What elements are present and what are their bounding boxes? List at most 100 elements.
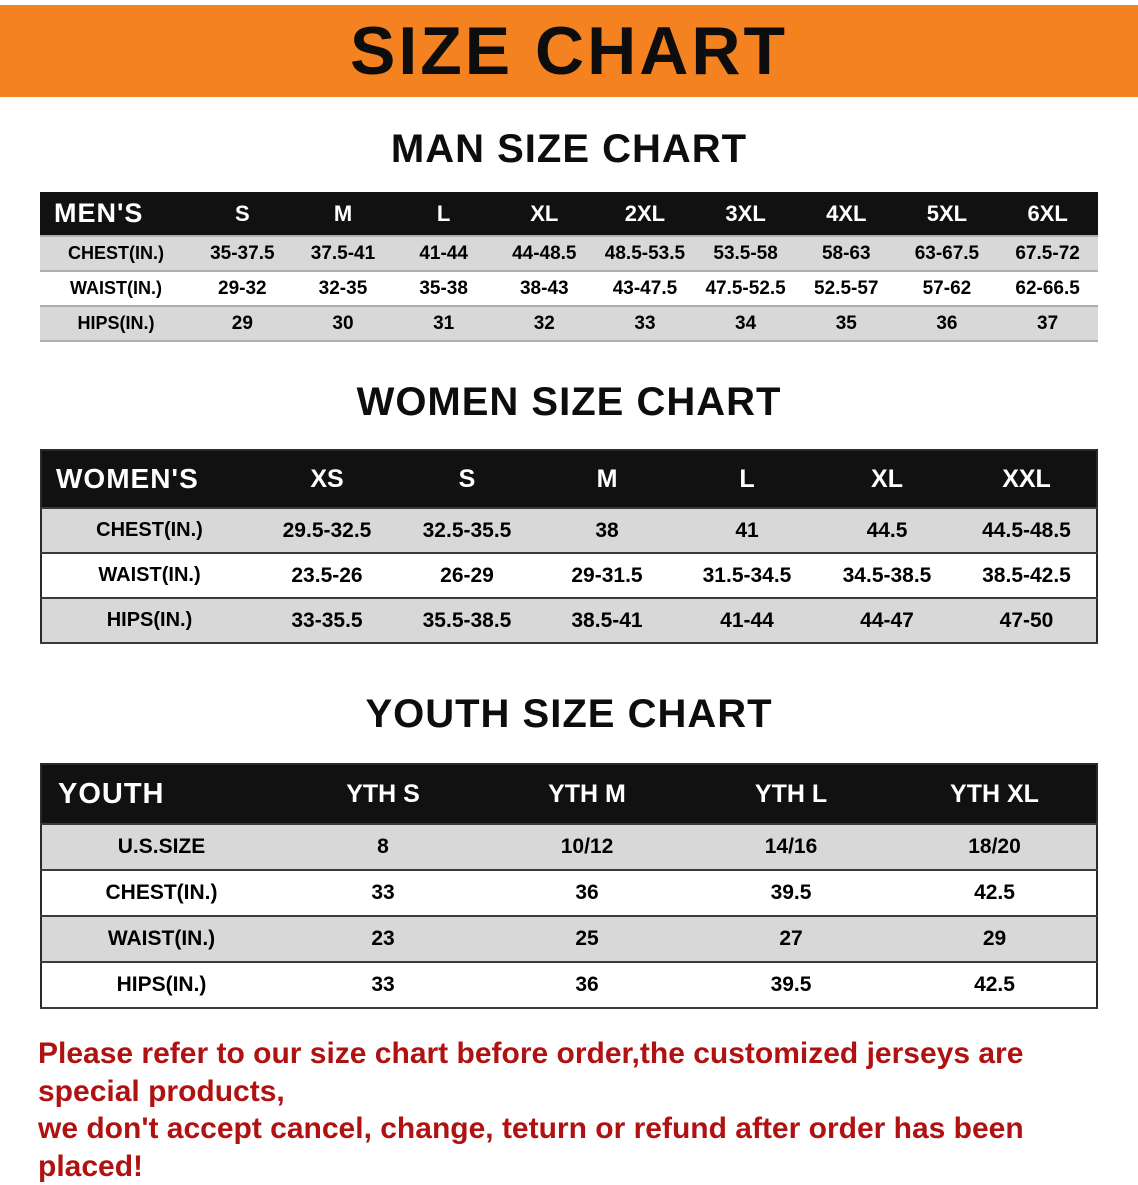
size-cell: 33-35.5 (291, 608, 363, 632)
size-cell: 42.5 (974, 973, 1015, 996)
women-section-heading: WOMEN SIZE CHART (356, 380, 782, 424)
size-cell: 35 (835, 312, 857, 334)
women-col-header: XS (257, 450, 397, 508)
youth-row-chest: CHEST(IN.) 33 36 39.5 42.5 (41, 870, 1097, 916)
size-cell: 57-62 (922, 277, 972, 299)
men-size-table: MEN'S S M L XL 2XL 3XL 4XL 5XL 6XL CHEST… (40, 192, 1098, 342)
men-row-chest: CHEST(IN.) 35-37.5 37.5-41 41-44 44-48.5… (40, 236, 1098, 271)
row-label: CHEST(IN.) (105, 881, 218, 904)
row-label: U.S.SIZE (117, 835, 206, 858)
youth-table-corner-label: YOUTH (41, 764, 281, 824)
men-col-header: S (192, 192, 293, 236)
size-cell: 47.5-52.5 (705, 277, 786, 299)
youth-col-header: YTH XL (893, 764, 1097, 824)
size-cell: 38 (595, 518, 619, 542)
row-label: HIPS(IN.) (106, 609, 193, 631)
size-cell: 39.5 (770, 881, 812, 904)
size-cell: 36 (936, 312, 958, 334)
size-cell: 32-35 (318, 277, 368, 299)
row-label: WAIST(IN.) (107, 927, 216, 950)
size-cell: 39.5 (770, 973, 812, 996)
women-row-waist: WAIST(IN.) 23.5-26 26-29 29-31.5 31.5-34… (41, 553, 1097, 598)
size-cell: 42.5 (974, 881, 1015, 904)
size-cell: 38-43 (519, 277, 569, 299)
size-cell: 33 (371, 973, 395, 996)
women-size-table: WOMEN'S XS S M L XL XXL CHEST(IN.) 29.5-… (40, 449, 1098, 644)
row-label: CHEST(IN.) (68, 243, 164, 263)
row-label: HIPS(IN.) (116, 973, 207, 996)
women-col-header: XL (817, 450, 957, 508)
size-cell: 63-67.5 (914, 242, 980, 264)
youth-section: YOUTH SIZE CHART YOUTH YTH S YTH M YTH L… (0, 692, 1138, 1009)
women-col-header: S (397, 450, 537, 508)
youth-size-table: YOUTH YTH S YTH M YTH L YTH XL U.S.SIZE … (40, 763, 1098, 1009)
youth-col-header: YTH S (281, 764, 485, 824)
men-col-header: 5XL (896, 192, 998, 236)
size-cell: 18/20 (968, 835, 1021, 858)
size-cell: 30 (332, 312, 354, 334)
men-col-header: 4XL (795, 192, 897, 236)
size-cell: 32.5-35.5 (422, 518, 512, 542)
row-label: HIPS(IN.) (77, 313, 155, 333)
size-cell: 29-31.5 (571, 563, 643, 587)
men-col-header: L (393, 192, 494, 236)
size-cell: 34.5-38.5 (842, 563, 932, 587)
youth-row-ussize: U.S.SIZE 8 10/12 14/16 18/20 (41, 824, 1097, 870)
men-table-header: MEN'S S M L XL 2XL 3XL 4XL 5XL 6XL (40, 192, 1098, 236)
size-cell: 29.5-32.5 (282, 518, 372, 542)
men-col-header: M (292, 192, 394, 236)
size-cell: 44.5 (866, 518, 908, 542)
size-cell: 23.5-26 (291, 563, 363, 587)
women-table-header: WOMEN'S XS S M L XL XXL (41, 450, 1097, 508)
size-cell: 14/16 (764, 835, 818, 858)
size-cell: 58-63 (821, 242, 871, 264)
size-cell: 33 (634, 312, 656, 334)
footer-notice: Please refer to our size chart before or… (0, 1035, 1138, 1185)
size-cell: 31 (433, 312, 455, 334)
men-row-waist: WAIST(IN.) 29-32 32-35 35-38 38-43 43-47… (40, 271, 1098, 306)
women-col-header: M (537, 450, 677, 508)
youth-table-header: YOUTH YTH S YTH M YTH L YTH XL (41, 764, 1097, 824)
size-cell: 8 (377, 835, 389, 858)
size-cell: 44.5-48.5 (982, 518, 1071, 542)
size-chart-page: SIZE CHART MAN SIZE CHART MEN'S S M L XL… (0, 5, 1138, 1185)
size-cell: 48.5-53.5 (604, 242, 686, 264)
size-cell: 31.5-34.5 (702, 563, 792, 587)
size-cell: 37 (1037, 312, 1059, 334)
men-section: MAN SIZE CHART MEN'S S M L XL 2XL 3XL 4X… (0, 127, 1138, 342)
youth-header-row: YOUTH YTH S YTH M YTH L YTH XL (41, 764, 1097, 824)
row-label: WAIST(IN.) (70, 278, 162, 298)
men-header-row: MEN'S S M L XL 2XL 3XL 4XL 5XL 6XL (40, 192, 1098, 236)
youth-row-waist: WAIST(IN.) 23 25 27 29 (41, 916, 1097, 962)
size-cell: 52.5-57 (814, 277, 879, 299)
size-cell: 53.5-58 (713, 242, 778, 264)
size-cell: 35-38 (419, 277, 468, 299)
men-col-header: 3XL (695, 192, 796, 236)
women-row-chest: CHEST(IN.) 29.5-32.5 32.5-35.5 38 41 44.… (41, 508, 1097, 553)
size-cell: 34 (735, 312, 757, 334)
women-col-header: L (677, 450, 817, 508)
women-col-header: XXL (957, 450, 1097, 508)
women-header-row: WOMEN'S XS S M L XL XXL (41, 450, 1097, 508)
size-cell: 37.5-41 (310, 242, 376, 264)
size-cell: 44-47 (860, 608, 914, 632)
men-table-corner-label: MEN'S (40, 192, 192, 236)
size-cell: 41 (735, 518, 759, 542)
men-col-header: 6XL (997, 192, 1098, 236)
youth-col-header: YTH L (689, 764, 893, 824)
youth-row-hips: HIPS(IN.) 33 36 39.5 42.5 (41, 962, 1097, 1008)
size-cell: 29 (982, 927, 1007, 950)
women-table-corner-label: WOMEN'S (41, 450, 257, 508)
size-cell: 32 (533, 312, 555, 334)
men-col-header: XL (493, 192, 595, 236)
women-section: WOMEN SIZE CHART WOMEN'S XS S M L XL XXL… (0, 380, 1138, 644)
size-cell: 67.5-72 (1015, 242, 1080, 264)
size-cell: 10/12 (560, 835, 614, 858)
size-cell: 43-47.5 (612, 277, 678, 299)
size-cell: 41-44 (419, 242, 468, 264)
size-cell: 36 (575, 973, 599, 996)
size-cell: 47-50 (999, 608, 1054, 632)
banner: SIZE CHART (0, 5, 1138, 97)
size-cell: 35.5-38.5 (422, 608, 512, 632)
youth-col-header: YTH M (485, 764, 689, 824)
